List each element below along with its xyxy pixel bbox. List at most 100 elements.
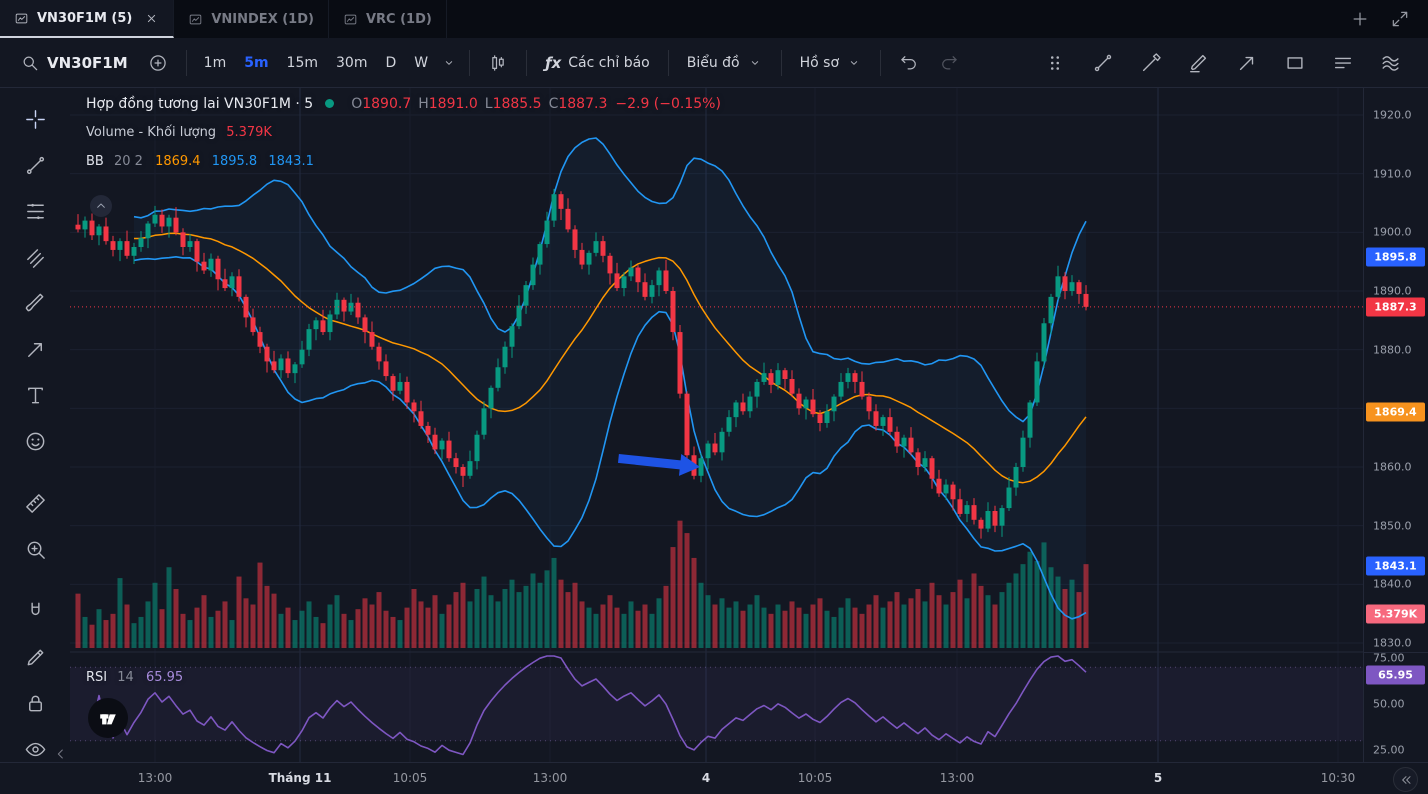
bb-params: 20 2 (113, 154, 143, 169)
draw-toolbar-trend-line-icon[interactable] (1092, 52, 1114, 74)
price-tick: 1850.0 (1373, 519, 1412, 533)
symbol-search-button[interactable]: VN30F1M (10, 47, 138, 79)
volume-label: Volume - Khối lượng (86, 125, 217, 140)
sidebar-tool-crosshair[interactable] (16, 100, 54, 138)
price-tick: 1880.0 (1373, 343, 1412, 357)
ohlc-high-key: H (418, 96, 429, 112)
compare-symbol-button[interactable] (138, 47, 178, 79)
interval-button-D[interactable]: D (385, 54, 397, 71)
symbol-legend[interactable]: Hợp đồng tương lai VN30F1M · 5 O1890.7 H18… (86, 96, 721, 112)
price-badge: 1869.4 (1366, 402, 1425, 422)
profile-button[interactable]: Hồ sơ (790, 49, 872, 77)
ohlc-high: 1891.0 (428, 96, 478, 112)
volume-value: 5.379K (226, 125, 272, 140)
go-to-realtime-button[interactable] (1393, 767, 1418, 792)
candles-icon (488, 53, 508, 73)
interval-button-5m[interactable]: 5m (244, 54, 269, 71)
magnet-icon (24, 600, 47, 623)
search-icon (20, 53, 40, 73)
draw-toolbar-arrow-tool-icon[interactable] (1236, 52, 1258, 74)
bb-label: BB (86, 154, 104, 169)
draw-toolbar-h-lines-icon[interactable] (1332, 52, 1354, 74)
tab-vnindex[interactable]: VNINDEX (1D) (174, 0, 329, 38)
time-axis[interactable]: 13:00 Tháng 11 10:05 13:00 4 10:05 13:00 5 10:30 (0, 762, 1428, 794)
bb-legend[interactable]: BB 20 2 1869.4 1895.8 1843.1 (86, 154, 314, 169)
draw-toolbar-rectangle-icon[interactable] (1284, 52, 1306, 74)
ohlc-close-key: C (548, 96, 559, 112)
price-tick: 1830.0 (1373, 636, 1412, 650)
sidebar-tool-ruler[interactable] (16, 484, 54, 522)
sidebar-collapse-button[interactable] (52, 745, 70, 763)
time-label: 4 (701, 771, 711, 785)
chart-canvas[interactable] (70, 88, 1363, 762)
price-badge: 65.95 (1366, 665, 1425, 685)
chevron-down-icon (747, 55, 763, 71)
price-tick: 1920.0 (1373, 108, 1412, 122)
interval-button-15m[interactable]: 15m (286, 54, 318, 71)
draw-toolbar-waves-icon[interactable] (1380, 52, 1402, 74)
sidebar-tool-smiley[interactable] (16, 422, 54, 460)
interval-button-1m[interactable]: 1m (203, 54, 227, 71)
price-tick: 1860.0 (1373, 460, 1412, 474)
sidebar-tool-magnet[interactable] (16, 592, 54, 630)
sidebar-tool-pitchfork[interactable] (16, 238, 54, 276)
fib-icon (24, 200, 47, 223)
draw-toolbar-pen-line-icon[interactable] (1140, 52, 1162, 74)
toolbar-separator (880, 49, 882, 76)
interval-button-30m[interactable]: 30m (336, 54, 368, 71)
price-tick: 1890.0 (1373, 284, 1412, 298)
rsi-params: 14 (117, 670, 134, 685)
draw-toolbar-marker-icon[interactable] (1188, 52, 1210, 74)
time-label: 13:00 (137, 771, 173, 785)
indicators-button[interactable]: ƒx Các chỉ báo (535, 48, 660, 78)
tab-vrc[interactable]: VRC (1D) (329, 0, 447, 38)
bb-basis-value: 1869.4 (155, 154, 201, 169)
pane-collapse-button[interactable] (90, 195, 112, 217)
sidebar-tool-lock[interactable] (16, 684, 54, 722)
sidebar-tool-text[interactable] (16, 376, 54, 414)
sidebar-tool-fib[interactable] (16, 192, 54, 230)
sidebar-tool-eye[interactable] (16, 730, 54, 768)
rsi-legend[interactable]: RSI 14 65.95 (86, 670, 183, 685)
add-tab-icon[interactable] (1350, 9, 1370, 29)
chart-tab-icon (343, 12, 358, 27)
chevrons-left-icon (1398, 772, 1414, 788)
volume-legend[interactable]: Volume - Khối lượng 5.379K (86, 125, 272, 140)
lock-icon (24, 692, 47, 715)
tab-vn30f1m[interactable]: VN30F1M (5) (0, 0, 175, 38)
market-status-dot (325, 99, 335, 108)
chart-style-button[interactable] (478, 47, 518, 79)
price-tick: 1840.0 (1373, 577, 1412, 591)
close-icon[interactable] (144, 11, 159, 26)
chart-layout-button[interactable]: Biểu đồ (677, 49, 773, 77)
time-label: 10:05 (797, 771, 833, 785)
undo-icon (899, 53, 919, 73)
draw-toolbar-dots-handle-icon[interactable] (1044, 52, 1066, 74)
tv-logo-mark (100, 714, 116, 725)
ohlc-low-key: L (484, 96, 493, 112)
drawing-toolbar (1044, 52, 1418, 74)
sidebar-tool-zoom-in[interactable] (16, 530, 54, 568)
text-icon (24, 384, 47, 407)
price-axis[interactable]: 1920.01910.01900.01890.01880.01870.01860… (1363, 88, 1428, 762)
sidebar-tool-brush[interactable] (16, 284, 54, 322)
ohlc-open-key: O (351, 96, 363, 112)
sidebar-tool-trend-line[interactable] (16, 146, 54, 184)
tradingview-logo[interactable] (88, 698, 128, 738)
chevron-left-icon (53, 746, 69, 762)
fullscreen-icon[interactable] (1390, 9, 1410, 29)
interval-menu-button[interactable] (437, 49, 461, 77)
pane-separator (1364, 652, 1428, 653)
crosshair-icon (24, 108, 47, 131)
symbol-name: VN30F1M (47, 53, 128, 72)
sidebar-tool-arrow-tool[interactable] (16, 330, 54, 368)
interval-button-W[interactable]: W (414, 54, 429, 71)
tab-label: VRC (1D) (365, 11, 432, 27)
redo-icon (939, 53, 959, 73)
redo-button[interactable] (929, 47, 969, 79)
sidebar-tool-pencil[interactable] (16, 638, 54, 676)
undo-button[interactable] (889, 47, 929, 79)
toolbar-separator (667, 49, 669, 76)
chart-pane[interactable]: Hợp đồng tương lai VN30F1M · 5 O1890.7 H18… (70, 88, 1363, 762)
